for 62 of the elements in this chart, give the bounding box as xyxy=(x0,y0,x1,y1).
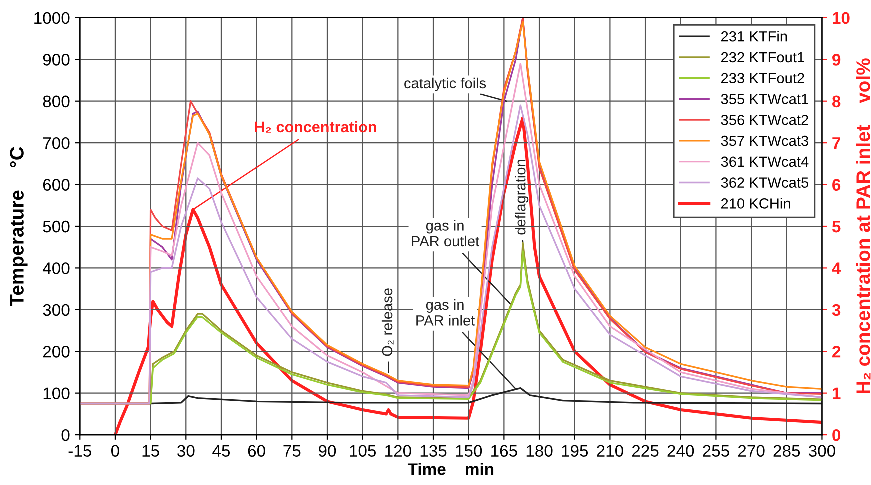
y-tick-label: 0 xyxy=(62,429,70,442)
y2-tick-label: 2 xyxy=(832,346,841,358)
x-tick-label: 45 xyxy=(212,445,230,458)
x-tick-label: 165 xyxy=(492,445,518,458)
y2-tick-label: 1 xyxy=(832,388,841,400)
y-tick-label: 1000 xyxy=(34,12,70,24)
x-tick-label: 60 xyxy=(248,445,266,458)
x-tick-label: 180 xyxy=(526,445,553,458)
y2-tick-label: 3 xyxy=(832,304,841,316)
annotation: O₂ release xyxy=(382,288,394,356)
y2-tick-label: 6 xyxy=(832,179,841,191)
y-tick-label: 600 xyxy=(43,179,70,191)
x-tick-label: 15 xyxy=(142,445,160,458)
y2-tick-label: 5 xyxy=(832,221,841,233)
x-tick-label: 75 xyxy=(284,445,301,458)
legend-label: 356 KTWcat2 xyxy=(721,115,808,126)
legend-label: 362 KTWcat5 xyxy=(721,178,808,188)
y-tick-label: 900 xyxy=(43,54,70,66)
x-tick-label: 105 xyxy=(350,445,376,458)
line-series xyxy=(114,116,822,436)
x-tick-label: -15 xyxy=(68,445,92,458)
legend-label: 231 KTFin xyxy=(721,31,788,42)
y2-tick-label: 0 xyxy=(832,429,841,442)
y-tick-label: 700 xyxy=(43,137,70,150)
legend-label: 233 KTFout2 xyxy=(721,73,804,84)
legend-label: 355 KTWcat1 xyxy=(721,94,808,104)
x-tick-label: 150 xyxy=(456,445,482,458)
y-tick-label: 500 xyxy=(43,220,70,233)
x-tick-label: 270 xyxy=(738,445,765,458)
x-tick-label: 195 xyxy=(562,445,588,458)
x-tick-label: 120 xyxy=(386,445,412,458)
x-tick-label: 300 xyxy=(808,445,836,458)
y2-tick-label: 4 xyxy=(832,262,842,274)
x-tick-label: 285 xyxy=(774,445,800,458)
y2-tick-label: 9 xyxy=(832,54,841,66)
x-tick-label: 135 xyxy=(420,445,447,458)
y-tick-label: 300 xyxy=(43,304,70,316)
y2-tick-label: 10 xyxy=(832,12,850,24)
y-tick-label: 400 xyxy=(42,262,70,274)
y-axis-title: Temperature °C xyxy=(10,147,28,306)
y-tick-label: 100 xyxy=(44,388,70,400)
x-tick-label: 0 xyxy=(111,445,120,458)
x-tick-label: 210 xyxy=(597,445,624,458)
annotation: gas in PAR inlet xyxy=(416,299,476,326)
x-tick-label: 90 xyxy=(319,445,336,458)
y2-tick-label: 8 xyxy=(832,96,841,108)
x-tick-label: 240 xyxy=(668,445,694,458)
y2-tick-label: 7 xyxy=(832,138,840,150)
x-tick-label: 30 xyxy=(178,445,195,458)
legend-label: 361 KTWcat4 xyxy=(721,156,809,168)
annotation: gas in PAR outlet xyxy=(412,220,480,247)
y-tick-label: 200 xyxy=(43,346,70,358)
x-axis-title: Time min xyxy=(408,463,494,476)
y-tick-label: 800 xyxy=(43,96,70,108)
y2-axis-title: H₂ concentration at PAR inlet vol% xyxy=(856,58,871,394)
legend-label: 357 KTWcat3 xyxy=(721,136,808,146)
x-tick-label: 225 xyxy=(632,445,659,458)
legend-label: 232 KTFout1 xyxy=(721,52,804,63)
annotation: deflagration xyxy=(515,160,529,235)
legend-label: 210 KCHin xyxy=(721,198,790,209)
annotation: catalytic foils xyxy=(404,78,486,92)
x-tick-label: 255 xyxy=(703,445,730,458)
